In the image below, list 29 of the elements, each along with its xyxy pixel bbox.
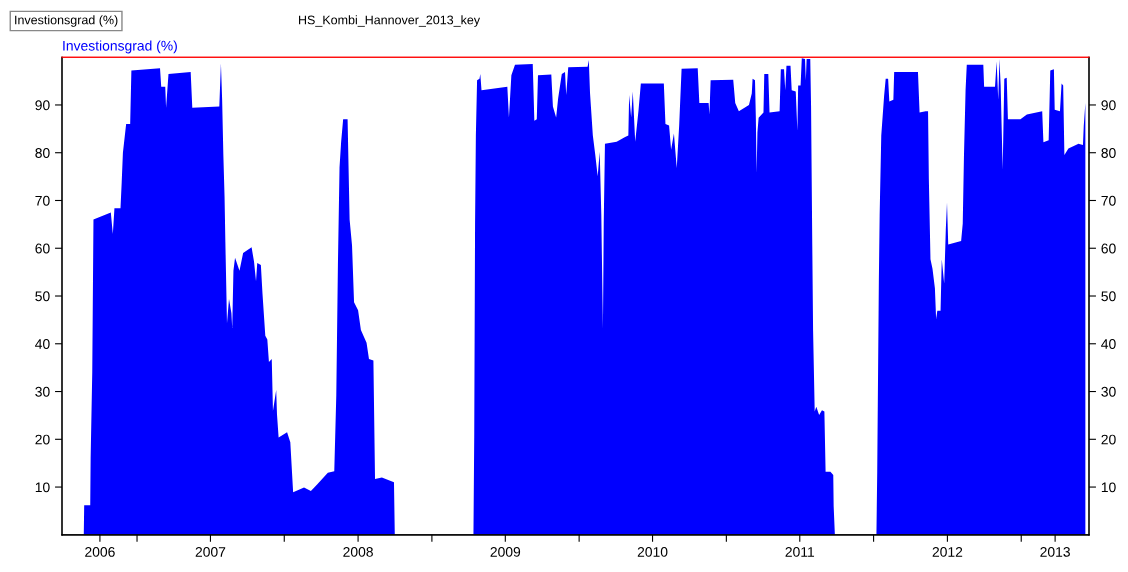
- y2-tick-label: 20: [1101, 434, 1116, 445]
- y2-tick-label: 30: [1101, 386, 1116, 397]
- y2-tick-label: 90: [1101, 100, 1116, 111]
- chart-title: HS_Kombi_Hannover_2013_key: [299, 15, 481, 27]
- y2-tick-label: 40: [1101, 339, 1116, 349]
- y2-tick-label: 70: [1101, 195, 1116, 206]
- x-tick-label: 2009: [490, 546, 521, 557]
- y-tick-label: 40: [35, 339, 50, 349]
- y-tick-label: 10: [35, 482, 50, 493]
- y-tick-label: 90: [35, 100, 50, 111]
- y-tick-label: 80: [35, 148, 50, 158]
- y-tick-label: 60: [35, 243, 50, 254]
- y2-tick-label: 50: [1101, 291, 1116, 302]
- x-tick-label: 2013: [1040, 546, 1070, 557]
- y-axis-title: Investionsgrad (%): [63, 40, 177, 54]
- y-tick-label: 50: [35, 291, 50, 302]
- x-tick-label: 2007: [195, 546, 226, 557]
- x-tick-label: 2012: [932, 546, 963, 557]
- text: Investionsgrad (%): [15, 15, 118, 27]
- y-tick-label: 70: [35, 195, 50, 206]
- y2-tick-label: 10: [1101, 482, 1116, 493]
- x-tick-label: 2006: [85, 546, 115, 557]
- x-tick-label: 2008: [343, 546, 373, 557]
- y-tick-label: 30: [35, 386, 50, 397]
- y2-tick-label: 80: [1101, 148, 1116, 158]
- y2-tick-label: 60: [1101, 243, 1116, 254]
- x-tick-label: 2011: [785, 546, 815, 557]
- x-tick-label: 2010: [637, 546, 668, 557]
- y-tick-label: 20: [35, 434, 50, 445]
